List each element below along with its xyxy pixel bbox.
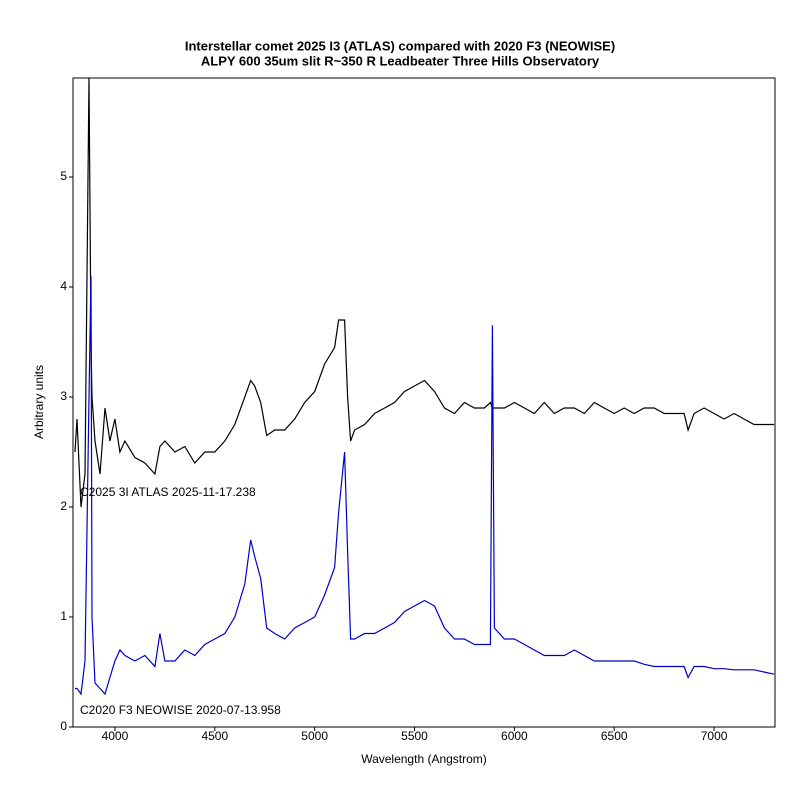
chart-subtitle: ALPY 600 35um slit R~350 R Leadbeater Th…	[201, 53, 600, 68]
x-tick-label: 5000	[301, 729, 328, 743]
y-tick-label: 3	[60, 389, 67, 403]
y-tick-label: 5	[60, 169, 67, 183]
y-tick-label: 2	[60, 499, 67, 513]
series-line	[75, 275, 775, 696]
y-tick-label: 1	[60, 609, 67, 623]
x-tick-label: 5500	[401, 729, 428, 743]
x-tick-label: 6000	[501, 729, 528, 743]
plot-area	[74, 78, 775, 696]
x-tick-label: 4000	[102, 729, 129, 743]
x-axis-label: Wavelength (Angstrom)	[361, 752, 487, 766]
x-tick-label: 6500	[601, 729, 628, 743]
x-tick-label: 4500	[201, 729, 228, 743]
series-label: C2025 3I ATLAS 2025-11-17.238	[80, 485, 256, 499]
y-tick-label: 4	[60, 279, 67, 293]
plot-frame	[72, 77, 776, 728]
series-line	[74, 78, 774, 508]
x-tick-label: 7000	[701, 729, 728, 743]
y-axis-label: Arbitrary units	[32, 365, 46, 439]
y-tick-label: 0	[60, 719, 67, 733]
chart-title: Interstellar comet 2025 I3 (ATLAS) compa…	[185, 38, 615, 53]
series-label: C2020 F3 NEOWISE 2020-07-13.958	[80, 703, 281, 717]
